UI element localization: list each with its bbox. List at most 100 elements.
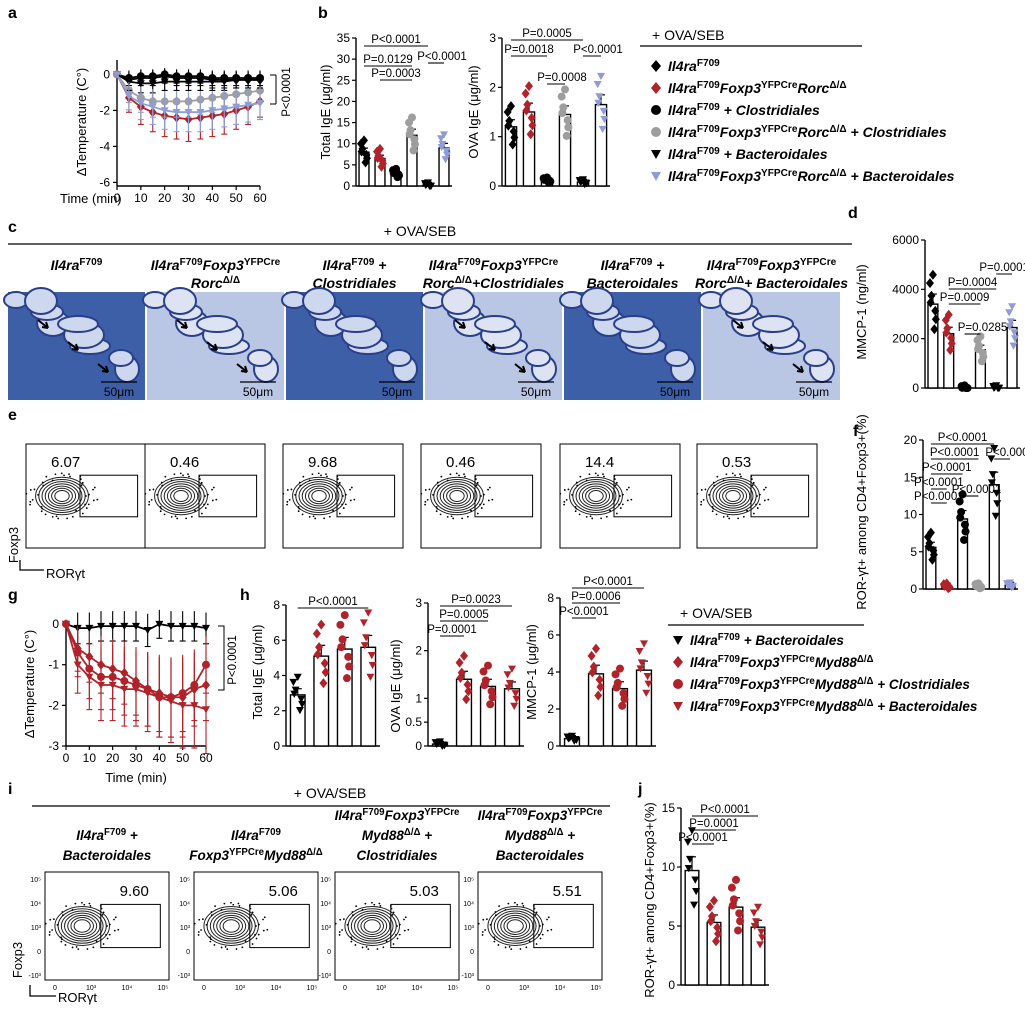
event-dot: [351, 914, 354, 917]
y-tick-label: 0: [103, 67, 110, 81]
event-dot: [92, 499, 95, 502]
data-point: [426, 182, 435, 190]
contour: [41, 481, 83, 511]
text-span: Myd88: [815, 699, 858, 714]
event-dot: [605, 515, 608, 518]
data-point: [336, 620, 345, 629]
x-axis-label: Time (min): [105, 770, 167, 785]
legend-marker: [651, 127, 661, 137]
event-dot: [764, 486, 767, 489]
event-dot: [199, 484, 202, 487]
tissue-crypt: [24, 287, 58, 315]
text-span: F709: [104, 827, 127, 838]
text-span: +: [564, 828, 576, 843]
event-dot: [109, 923, 111, 926]
legend-label: Il4raF709 + Bacteroidales: [690, 632, 844, 649]
event-dot: [521, 902, 524, 905]
event-dot: [60, 940, 63, 943]
event-dot: [621, 503, 624, 506]
event-dot: [461, 517, 464, 520]
event-dot: [379, 905, 382, 907]
event-dot: [102, 911, 105, 914]
event-dot: [585, 515, 588, 518]
histology-header-line1: Il4raF709Foxp3YFPCre: [151, 257, 281, 274]
event-dot: [297, 510, 300, 513]
data-point: [196, 109, 205, 117]
scale-bar-label: 50μm: [660, 385, 690, 399]
event-dot: [395, 933, 397, 936]
contour: [292, 476, 346, 516]
data-point: [97, 622, 105, 631]
data-point: [293, 673, 302, 681]
gate: [336, 474, 396, 518]
event-dot: [220, 908, 223, 911]
contour: [47, 485, 77, 507]
text-span: F709: [629, 257, 652, 268]
legend-label: Il4raF709 + Clostridiales: [668, 102, 820, 119]
event-dot: [398, 933, 401, 936]
text-span: Δ/Δ: [727, 275, 744, 286]
data-point: [581, 179, 590, 187]
event-dot: [294, 493, 296, 496]
event-dot: [288, 498, 291, 501]
contour: [35, 476, 89, 516]
text-span: Il4ra: [231, 828, 259, 843]
text-span: Il4ra: [668, 80, 697, 96]
event-dot: [263, 916, 266, 919]
data-point: [378, 155, 387, 166]
data-point: [409, 146, 418, 155]
event-dot: [81, 481, 84, 484]
data-point: [978, 348, 987, 357]
y-tick-label: 35: [337, 31, 351, 45]
y-tick-label: 10: [662, 860, 676, 874]
text-span: Myd88: [815, 655, 858, 670]
event-dot: [609, 509, 611, 512]
data-point: [220, 78, 229, 86]
event-dot: [185, 517, 188, 520]
data-point: [594, 99, 603, 107]
event-dot: [392, 911, 395, 914]
data-point: [728, 901, 737, 910]
event-dot: [763, 488, 765, 491]
legend-label: Il4raF709 + Bacteroidales: [668, 146, 828, 163]
event-dot: [615, 481, 618, 484]
text-span: Δ/Δ: [223, 275, 240, 286]
data-point: [337, 643, 346, 652]
event-dot: [734, 474, 736, 477]
histology-header-line2: RorcΔ/Δ+Clostridiales: [423, 275, 565, 292]
data-point: [736, 917, 745, 926]
text-span: Δ/Δ: [829, 124, 846, 135]
event-dot: [65, 905, 68, 908]
text-span: + Bacteroidales: [744, 275, 848, 291]
event-dot: [200, 481, 203, 484]
event-dot: [627, 486, 630, 489]
text-span: YFPCre: [567, 807, 603, 818]
text-span: Clostridiales: [356, 848, 438, 863]
event-dot: [332, 509, 334, 512]
data-point: [312, 628, 321, 639]
contour: [222, 919, 240, 933]
flow-x-tick: 10⁴: [412, 985, 423, 992]
event-dot: [159, 510, 162, 513]
histology-header-line1: Il4raF709Foxp3YFPCre: [707, 257, 837, 274]
gate-percentage: 9.68: [308, 454, 337, 471]
data-point: [364, 609, 373, 617]
panel-b-ova-ige-chart: 0 1 2 3 P=0.0005 P=0.0018 P<0.0001 P=0.0008 OVA …: [466, 28, 623, 193]
event-dot: [485, 918, 488, 921]
p-value-label: P<0.0001: [371, 34, 421, 46]
event-dot: [446, 515, 449, 518]
event-dot: [215, 498, 218, 501]
data-point: [754, 903, 762, 911]
contour: [44, 483, 80, 509]
p-value-label: P<0.0001: [938, 432, 988, 444]
text-span: F709: [697, 102, 720, 113]
event-dot: [170, 515, 173, 518]
text-span: Rorc: [695, 275, 727, 291]
legend-marker: [651, 60, 661, 72]
text-span: +: [126, 828, 138, 843]
y-axis-label: ΔTemperature (C°): [74, 68, 89, 177]
event-dot: [392, 943, 395, 945]
event-dot: [432, 493, 434, 496]
data-point: [487, 687, 496, 696]
